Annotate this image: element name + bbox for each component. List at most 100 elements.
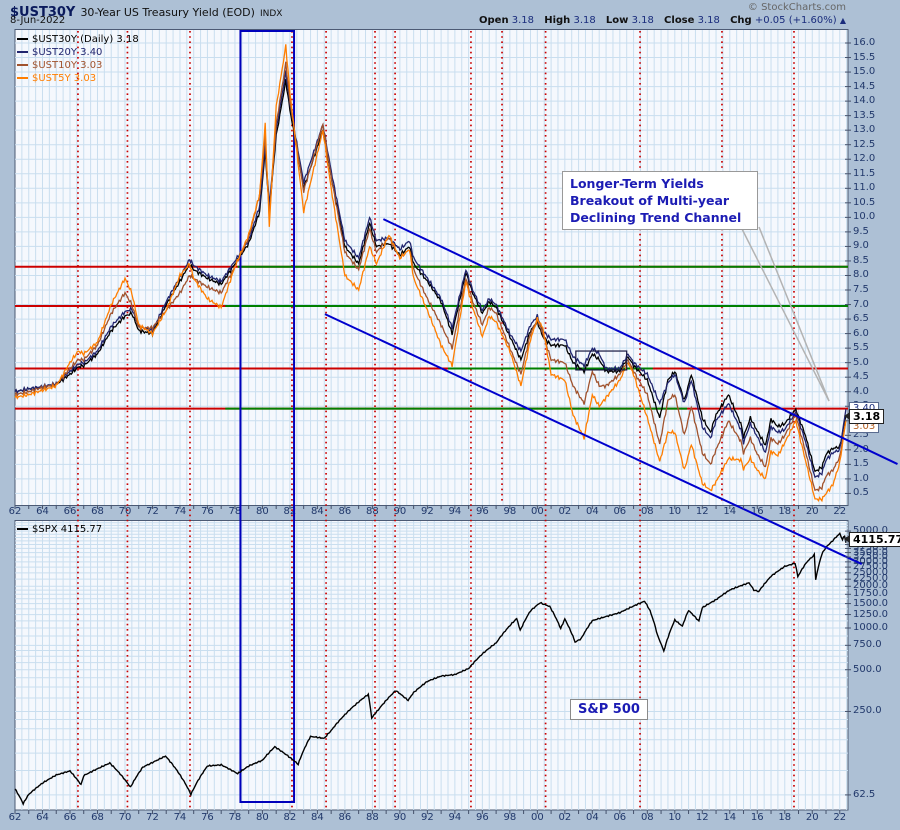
x-tick-label: 94 — [448, 812, 462, 823]
y-tick-label: 14.5 — [853, 80, 876, 92]
y-tick-label: 3500.0 — [853, 546, 888, 558]
price-label: 3.40 — [849, 402, 880, 415]
x-tick-label: 86 — [338, 812, 352, 823]
spx-plot-area — [14, 520, 849, 811]
x-tick-label: 92 — [421, 812, 434, 823]
x-tick-label: 72 — [146, 506, 159, 517]
y-tick-label: 3.5 — [853, 400, 869, 412]
price-arrow-icon — [844, 412, 850, 420]
legend-label: $UST20Y 3.40 — [32, 47, 103, 58]
y-tick-label: 4000.0 — [853, 538, 888, 550]
x-tick-label: 66 — [63, 506, 77, 517]
y-tick-label: 1.0 — [853, 472, 869, 484]
y-tick-label: 3750.0 — [853, 542, 888, 554]
low-value: 3.18 — [631, 15, 654, 26]
legend-label: $UST30Y (Daily) 3.18 — [32, 34, 139, 45]
y-tick-label: 16.0 — [853, 37, 876, 48]
x-tick-label: 76 — [201, 506, 214, 517]
symbol: $UST30Y — [10, 5, 76, 20]
chart-header: $UST30Y 30-Year US Treasury Yield (EOD) … — [10, 1, 282, 20]
y-tick-label: 1000.0 — [853, 622, 888, 633]
x-tick-label: 84 — [311, 812, 324, 823]
ohlc-row: Open 3.18 High 3.18 Low 3.18 Close 3.18 … — [472, 15, 846, 26]
y-tick-label: 1250.0 — [853, 608, 888, 620]
yields-plot-area — [14, 29, 849, 506]
y-tick-label: 15.0 — [853, 66, 876, 78]
y-tick-label: 13.5 — [853, 109, 876, 121]
y-tick-label: 8.0 — [853, 269, 869, 281]
x-tick-label: 70 — [118, 812, 132, 823]
series-$UST5Y — [14, 44, 847, 503]
y-tick-label: 2.0 — [853, 443, 869, 455]
x-tick-label: 62 — [8, 506, 22, 517]
x-tick-label: 10 — [668, 506, 682, 517]
y-tick-label: 500.0 — [853, 663, 882, 675]
annotation-line: Breakout of Multi-year — [570, 193, 730, 208]
x-tick-label: 82 — [283, 506, 297, 517]
price-arrow-icon — [844, 535, 850, 543]
line-swatch-icon — [17, 77, 28, 79]
callout-pointer — [758, 226, 830, 402]
x-tick-label: 66 — [63, 812, 77, 823]
spx-label-box: S&P 500 — [570, 699, 648, 720]
y-tick-label: 8.5 — [853, 254, 869, 266]
y-tick-label: 10.5 — [853, 196, 876, 208]
y-tick-label: 10.0 — [853, 211, 876, 223]
open-value: 3.18 — [511, 15, 535, 26]
series-$UST20Y — [14, 70, 847, 479]
stockcharts-credit[interactable]: © StockCharts.com — [747, 2, 846, 13]
y-tick-label: 4250.0 — [853, 534, 888, 546]
x-tick-label: 12 — [695, 812, 709, 823]
main-legend: $UST30Y (Daily) 3.18 $UST20Y 3.40 $UST10… — [17, 33, 139, 85]
x-tick-label: 06 — [613, 506, 627, 517]
x-tick-label: 04 — [585, 812, 599, 823]
x-tick-label: 14 — [723, 506, 737, 517]
high-label: High — [544, 15, 571, 26]
low-label: Low — [605, 15, 629, 26]
y-tick-label: 3.0 — [853, 414, 869, 426]
x-tick-label: 68 — [91, 506, 104, 517]
annotation-line: Declining Trend Channel — [570, 210, 742, 225]
y-tick-label: 2500.0 — [853, 566, 888, 578]
y-tick-label: 6.0 — [853, 327, 869, 339]
line-swatch-icon — [17, 51, 28, 53]
line-swatch-icon — [17, 528, 28, 530]
y-tick-label: 7.0 — [853, 298, 869, 310]
chg-label: Chg — [730, 15, 752, 26]
x-tick-label: 64 — [36, 506, 49, 517]
high-value: 3.18 — [573, 15, 596, 26]
chart-date: 8-Jun-2022 — [10, 15, 66, 26]
x-tick-label: 78 — [228, 506, 242, 517]
legend-item-ust20y: $UST20Y 3.40 — [17, 46, 139, 59]
trend-channel-line — [324, 313, 863, 565]
y-tick-label: 7.5 — [853, 284, 869, 295]
x-tick-label: 22 — [833, 506, 847, 517]
x-tick-label: 64 — [36, 812, 49, 823]
x-tick-label: 98 — [503, 812, 517, 823]
x-tick-label: 20 — [805, 506, 819, 517]
x-tick-label: 90 — [393, 812, 407, 823]
x-tick-label: 18 — [778, 506, 792, 517]
y-tick-label: 2750.0 — [853, 561, 888, 573]
y-tick-label: 6.5 — [853, 313, 869, 325]
x-tick-label: 62 — [8, 812, 22, 823]
open-label: Open — [479, 15, 509, 26]
chg-value: +0.05 (+1.60%) — [754, 15, 837, 26]
y-tick-label: 14.0 — [853, 95, 876, 107]
price-label: 4115.77 — [844, 532, 900, 547]
legend-item-ust30y: $UST30Y (Daily) 3.18 — [17, 33, 139, 46]
y-tick-label: 5000.0 — [853, 525, 888, 537]
x-tick-label: 88 — [366, 812, 379, 823]
y-tick-label: 1500.0 — [853, 597, 888, 609]
x-tick-label: 68 — [91, 812, 104, 823]
close-label: Close — [664, 15, 695, 26]
y-tick-label: 3250.0 — [853, 551, 888, 563]
y-tick-label: 3000.0 — [853, 555, 888, 567]
x-tick-label: 12 — [695, 506, 709, 517]
line-swatch-icon — [17, 64, 28, 66]
x-tick-label: 74 — [173, 506, 187, 517]
series-SPX — [14, 531, 847, 807]
legend-label: $UST10Y 3.03 — [32, 60, 103, 71]
